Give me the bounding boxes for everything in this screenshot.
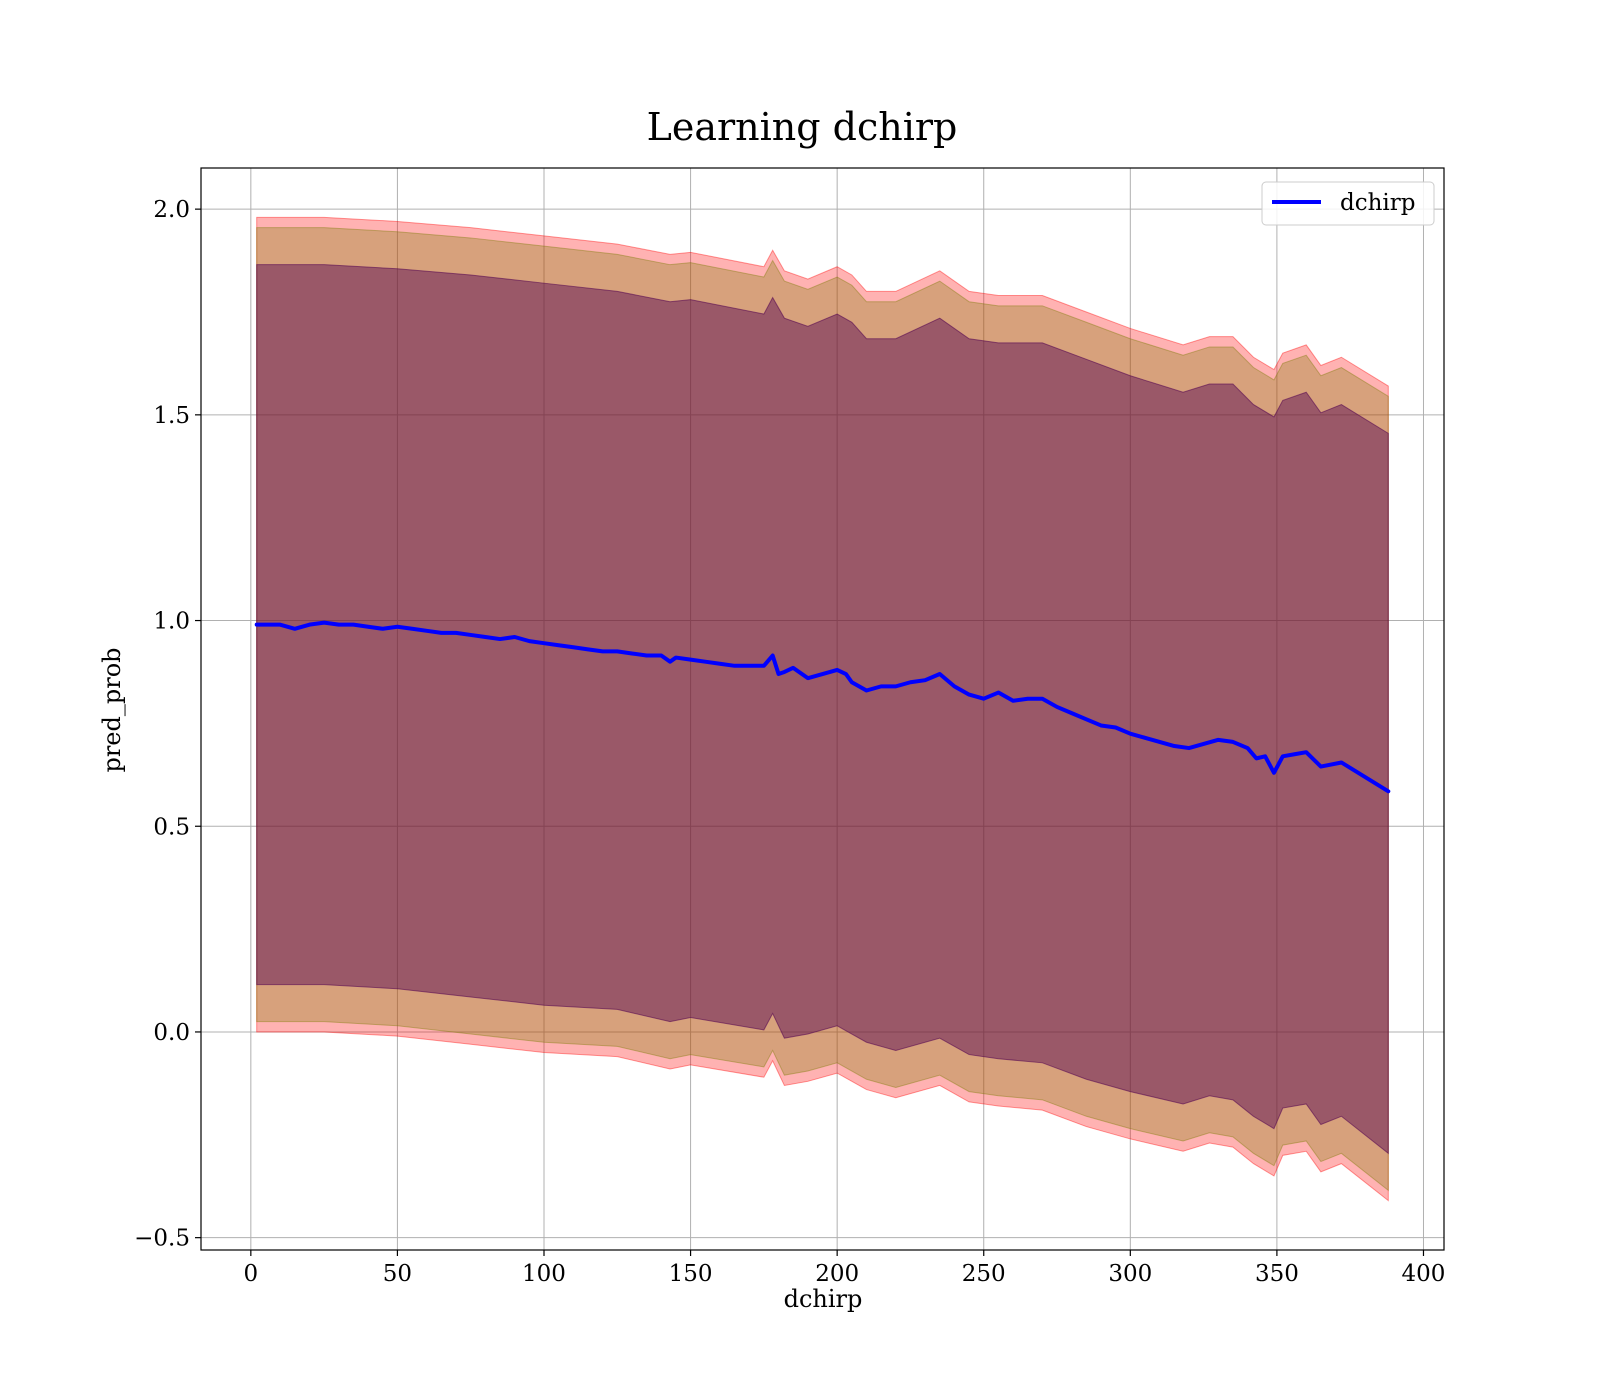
y-tick-label: −0.5 xyxy=(134,1226,190,1252)
x-tick-label: 150 xyxy=(669,1261,713,1287)
series-line-dchirp xyxy=(254,620,1391,794)
confidence-band-3 xyxy=(256,264,1389,1155)
grid xyxy=(201,168,1444,1250)
legend: dchirp xyxy=(1261,181,1435,226)
x-tick-label: 400 xyxy=(1402,1261,1446,1287)
plot-frame xyxy=(200,167,1445,1251)
legend-box xyxy=(1261,181,1435,226)
y-tick-label: 1.0 xyxy=(153,609,190,635)
plot-area: 0 50 100 150 200 250 300 350 400 −0.5 0.0 0.5 1.0 1.5… xyxy=(134,167,1445,1287)
x-tick-label: 350 xyxy=(1255,1261,1299,1287)
y-axis-title: pred_prob xyxy=(98,647,126,772)
confidence-bands xyxy=(256,216,1389,1202)
x-tick-label: 200 xyxy=(815,1261,859,1287)
x-tick-label: 250 xyxy=(962,1261,1006,1287)
x-tick-label: 300 xyxy=(1108,1261,1152,1287)
y-tick-label: 2.0 xyxy=(153,197,190,223)
series-lines xyxy=(254,620,1391,794)
x-tick-label: 50 xyxy=(383,1261,412,1287)
legend-label-dchirp: dchirp xyxy=(1340,190,1416,216)
axis-ticks: 0 50 100 150 200 250 300 350 400 −0.5 0.0 0.5 1.0 1.5… xyxy=(134,197,1445,1287)
confidence-band-2 xyxy=(256,227,1389,1192)
x-tick-label: 100 xyxy=(522,1261,566,1287)
y-tick-label: 0.0 xyxy=(153,1020,190,1046)
x-tick-label: 0 xyxy=(244,1261,259,1287)
x-axis-title: dchirp xyxy=(784,1285,863,1313)
plot-background xyxy=(201,168,1444,1250)
y-tick-label: 0.5 xyxy=(153,814,190,840)
confidence-band-1 xyxy=(256,216,1389,1202)
chart-title: Learning dchirp xyxy=(647,105,958,149)
y-tick-label: 1.5 xyxy=(153,403,190,429)
